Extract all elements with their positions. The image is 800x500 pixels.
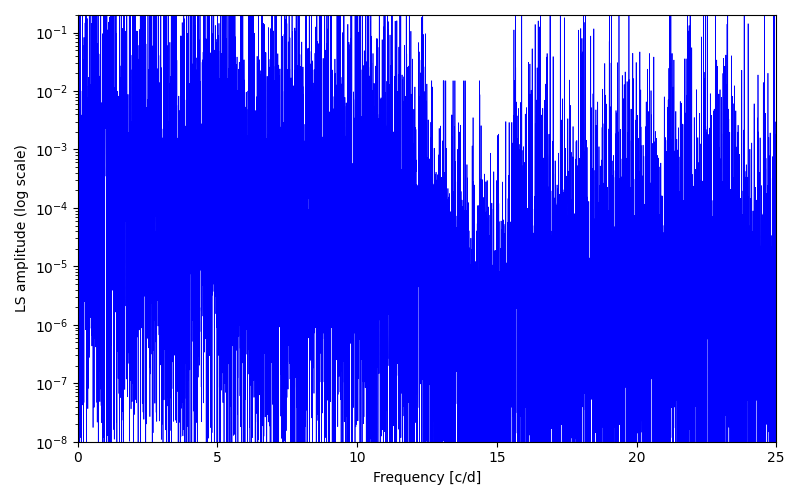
- Y-axis label: LS amplitude (log scale): LS amplitude (log scale): [15, 144, 29, 312]
- X-axis label: Frequency [c/d]: Frequency [c/d]: [373, 471, 481, 485]
